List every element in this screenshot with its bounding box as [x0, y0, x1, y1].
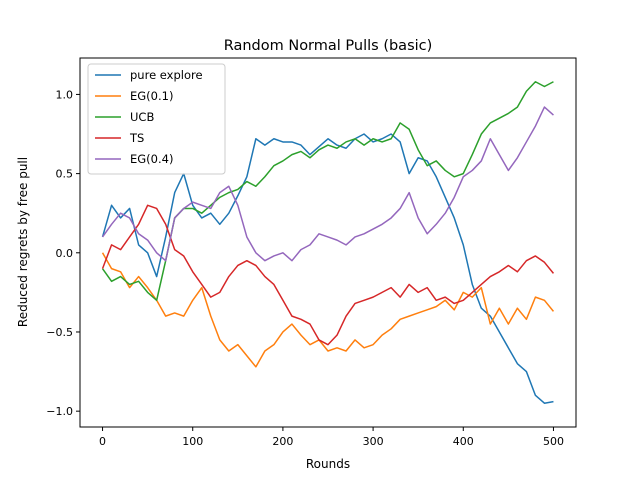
x-tick-label: 200: [272, 435, 293, 448]
x-tick-label: 400: [453, 435, 474, 448]
legend-box: [87, 63, 226, 175]
x-axis: 0 100 200 300 400 500: [99, 427, 564, 448]
x-axis-label: Rounds: [306, 457, 350, 471]
plot-frame: [79, 57, 577, 428]
chart-title: Random Normal Pulls (basic): [224, 38, 433, 54]
series-line-3: [101, 204, 555, 346]
legend-entry: EG(0.4): [130, 152, 173, 166]
series-line-1: [101, 252, 555, 368]
legend: pure explore EG(0.1) UCB TS EG(0.4): [87, 63, 226, 175]
y-axis-label: Reduced regrets by free pull: [16, 157, 30, 327]
legend-entry: EG(0.1): [130, 89, 173, 103]
x-tick-label: 300: [363, 435, 384, 448]
series-layer: [101, 81, 555, 404]
y-tick-label: −1.0: [46, 405, 73, 418]
legend-entry: pure explore: [130, 68, 203, 82]
x-tick-label: 100: [182, 435, 203, 448]
legend-entry: TS: [129, 131, 144, 145]
y-tick-label: 1.0: [56, 88, 74, 101]
series-line-0: [101, 133, 554, 404]
series-line-4: [101, 106, 554, 262]
y-tick-label: −0.5: [46, 326, 73, 339]
y-tick-label: 0.0: [56, 247, 74, 260]
y-tick-label: 0.5: [56, 168, 74, 181]
x-tick-label: 0: [99, 435, 106, 448]
legend-entry: UCB: [130, 110, 154, 124]
x-tick-label: 500: [543, 435, 564, 448]
y-axis: −1.0 −0.5 0.0 0.5 1.0: [46, 88, 80, 418]
